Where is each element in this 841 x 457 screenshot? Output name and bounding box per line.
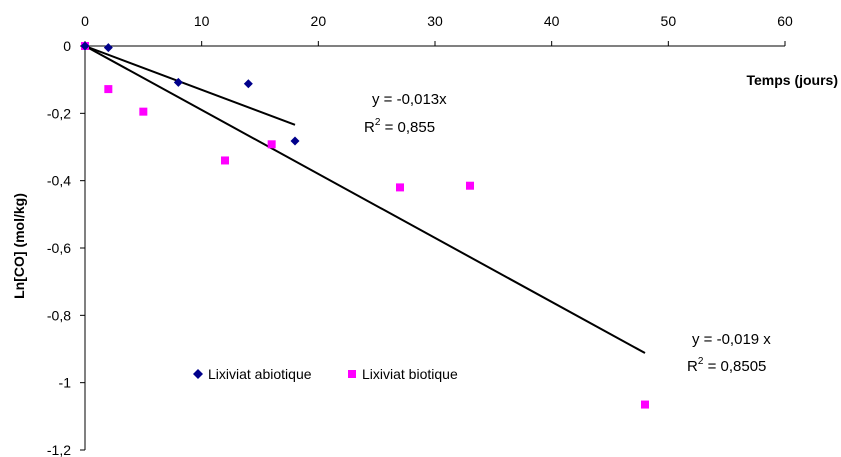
trendline-label-abiotique: y = -0,013x R2 = 0,855	[364, 91, 447, 136]
y-tick-label: 0	[63, 38, 71, 54]
legend: Lixiviat abiotique Lixiviat biotique	[193, 366, 458, 382]
trendline-abiotique	[84, 45, 296, 126]
y-tick-label: -1	[59, 375, 72, 391]
y-tick-label: -0,4	[47, 173, 71, 189]
data-point-biotique	[641, 400, 649, 409]
x-axis-title: Temps (jours)	[746, 72, 838, 88]
x-tick-label: 30	[427, 13, 443, 29]
trendline-r2-abiotique: R2 = 0,855	[364, 117, 435, 136]
y-tick-label: -0,6	[47, 240, 71, 256]
data-point-abiotique	[243, 79, 253, 89]
axes: 0 10 20 30 40 50 60 0 -0,2 -0,4 -0,6 -0,8 -1 -1,2	[47, 13, 793, 457]
x-tick-label: 10	[194, 13, 210, 29]
data-point-biotique	[396, 183, 404, 192]
x-tick-label: 20	[311, 13, 327, 29]
data-points	[80, 41, 649, 409]
data-point-biotique	[139, 107, 148, 116]
trendline-r2-biotique: R2 = 0,8505	[687, 356, 766, 375]
legend-item-biotique: Lixiviat biotique	[348, 366, 458, 382]
x-tick-label: 50	[661, 13, 677, 29]
legend-label-abiotique: Lixiviat abiotique	[208, 366, 312, 382]
data-point-abiotique	[80, 41, 90, 51]
y-axis-title: Ln[CO] (mol/kg)	[11, 193, 27, 299]
legend-item-abiotique: Lixiviat abiotique	[193, 366, 312, 382]
y-tick-label: -0,8	[47, 307, 71, 323]
legend-label-biotique: Lixiviat biotique	[362, 366, 458, 382]
x-tick-label: 60	[777, 13, 793, 29]
trendline-equation-abiotique: y = -0,013x	[372, 91, 447, 108]
y-tick-label: -1,2	[47, 442, 71, 457]
x-tick-label: 0	[81, 13, 89, 29]
trendline-biotique	[84, 45, 646, 354]
data-point-abiotique	[290, 136, 300, 146]
data-point-biotique	[221, 156, 229, 165]
trendlines	[84, 45, 646, 354]
y-tick-label: -0,2	[47, 105, 71, 121]
data-point-biotique	[267, 140, 276, 149]
data-point-abiotique	[103, 43, 113, 53]
trendline-label-biotique: y = -0,019 x R2 = 0,8505	[687, 331, 771, 375]
data-point-biotique	[466, 181, 474, 190]
x-tick-label: 40	[544, 13, 560, 29]
data-point-biotique	[104, 85, 113, 94]
trendline-equation-biotique: y = -0,019 x	[692, 331, 771, 348]
legend-marker-abiotique	[193, 369, 203, 379]
legend-marker-biotique	[348, 370, 356, 378]
data-point-abiotique	[173, 77, 183, 87]
